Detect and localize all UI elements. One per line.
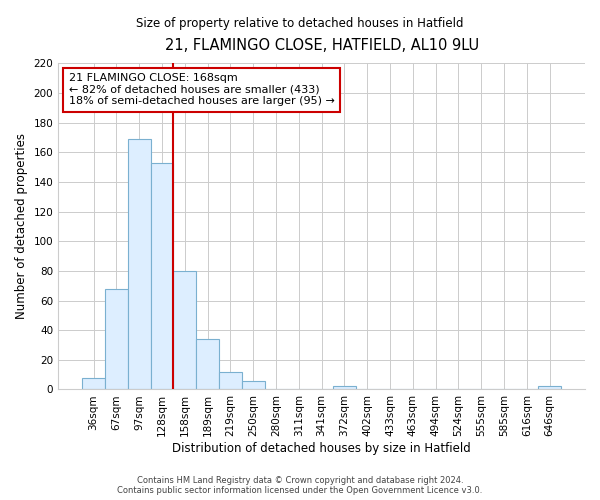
Bar <box>105 288 128 390</box>
Y-axis label: Number of detached properties: Number of detached properties <box>15 134 28 320</box>
Bar <box>151 162 173 390</box>
Bar <box>538 386 561 390</box>
Bar <box>82 378 105 390</box>
Text: 21 FLAMINGO CLOSE: 168sqm
← 82% of detached houses are smaller (433)
18% of semi: 21 FLAMINGO CLOSE: 168sqm ← 82% of detac… <box>69 73 335 106</box>
Bar <box>173 271 196 390</box>
Text: Contains HM Land Registry data © Crown copyright and database right 2024.
Contai: Contains HM Land Registry data © Crown c… <box>118 476 482 495</box>
Bar <box>128 139 151 390</box>
Title: 21, FLAMINGO CLOSE, HATFIELD, AL10 9LU: 21, FLAMINGO CLOSE, HATFIELD, AL10 9LU <box>164 38 479 52</box>
Bar <box>219 372 242 390</box>
Text: Size of property relative to detached houses in Hatfield: Size of property relative to detached ho… <box>136 18 464 30</box>
Bar <box>333 386 356 390</box>
X-axis label: Distribution of detached houses by size in Hatfield: Distribution of detached houses by size … <box>172 442 471 455</box>
Bar <box>242 380 265 390</box>
Bar <box>196 339 219 390</box>
